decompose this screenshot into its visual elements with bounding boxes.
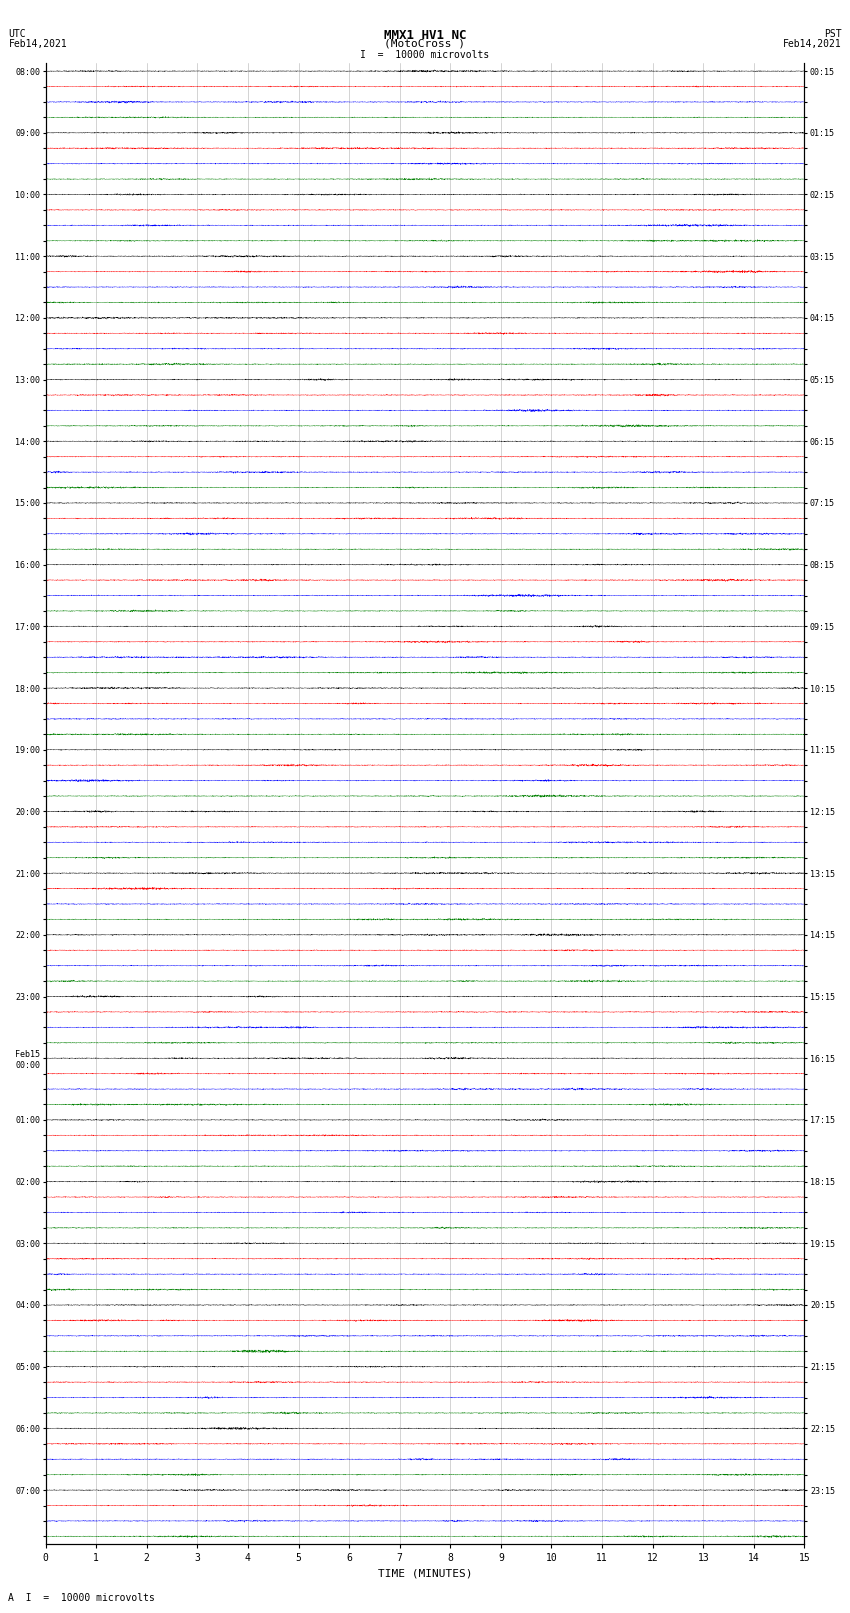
Text: A  I  =  10000 microvolts: A I = 10000 microvolts (8, 1594, 156, 1603)
Text: Feb14,2021: Feb14,2021 (783, 39, 842, 48)
Text: MMX1 HV1 NC: MMX1 HV1 NC (383, 29, 467, 42)
Text: (MotoCross ): (MotoCross ) (384, 39, 466, 48)
X-axis label: TIME (MINUTES): TIME (MINUTES) (377, 1569, 473, 1579)
Text: I  =  10000 microvolts: I = 10000 microvolts (360, 50, 490, 60)
Text: PST: PST (824, 29, 842, 39)
Text: UTC: UTC (8, 29, 26, 39)
Text: Feb14,2021: Feb14,2021 (8, 39, 67, 48)
